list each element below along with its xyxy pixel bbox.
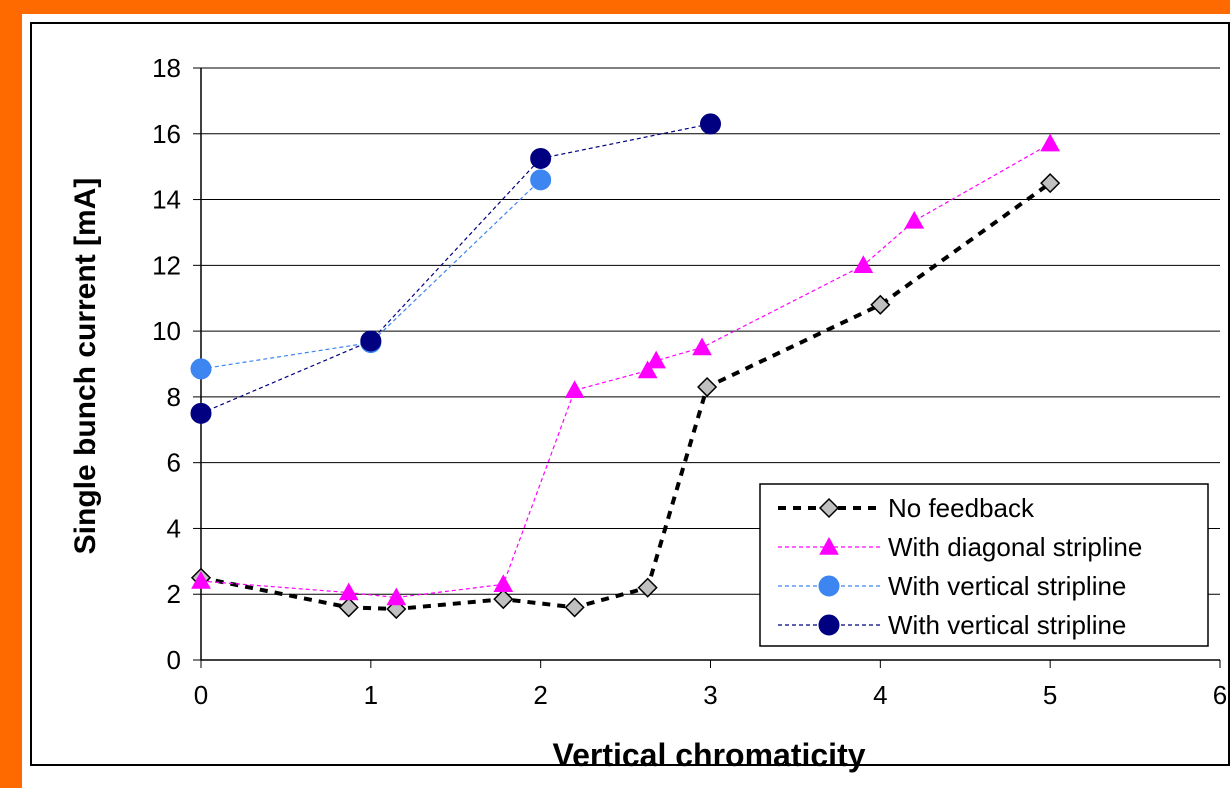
series-line xyxy=(200,123,711,414)
data-point xyxy=(637,577,658,598)
data-point xyxy=(646,350,667,369)
y-tick-label: 18 xyxy=(152,53,181,83)
legend-label: With vertical stripline xyxy=(888,571,1126,601)
series xyxy=(190,113,1061,620)
data-point xyxy=(360,330,382,352)
legend-marker xyxy=(818,614,840,636)
data-point xyxy=(493,589,514,610)
y-tick-label: 14 xyxy=(152,185,181,215)
legend: No feedback With diagonal stripline With v… xyxy=(759,483,1209,647)
x-tick-label: 0 xyxy=(194,680,208,710)
y-tick-label: 10 xyxy=(152,316,181,346)
data-point xyxy=(338,582,359,601)
data-point xyxy=(904,210,925,229)
data-point xyxy=(564,380,585,399)
data-point xyxy=(191,571,211,589)
series-group xyxy=(190,113,721,424)
data-point xyxy=(530,169,552,191)
legend-label: With diagonal stripline xyxy=(888,532,1142,562)
x-tick-label: 1 xyxy=(364,680,378,710)
y-tick-label: 16 xyxy=(152,119,181,149)
x-tick-label: 6 xyxy=(1213,680,1227,710)
y-tick-label: 2 xyxy=(167,579,181,609)
legend-marker xyxy=(819,536,839,555)
data-point xyxy=(1040,133,1061,152)
series-group xyxy=(191,133,1061,606)
x-tick-label: 4 xyxy=(873,680,887,710)
x-axis-label: Vertical chromaticity xyxy=(552,737,865,773)
legend-label: No feedback xyxy=(888,493,1035,523)
data-point xyxy=(1040,173,1061,194)
data-point xyxy=(700,113,721,135)
data-point xyxy=(697,376,718,398)
data-point xyxy=(692,337,712,356)
data-point xyxy=(190,358,212,380)
legend-label: With vertical stripline xyxy=(888,610,1126,640)
y-tick-label: 12 xyxy=(152,250,181,280)
data-point xyxy=(493,574,514,593)
data-point xyxy=(530,147,552,169)
data-point xyxy=(564,597,585,618)
data-point xyxy=(190,402,212,424)
x-tick-label: 2 xyxy=(533,680,547,710)
y-tick-label: 6 xyxy=(167,448,181,478)
legend-marker xyxy=(818,497,840,519)
data-point xyxy=(637,360,658,379)
series-line xyxy=(200,143,1051,599)
x-tick-label: 3 xyxy=(703,680,717,710)
legend-marker xyxy=(818,575,840,597)
x-tick-label: 5 xyxy=(1043,680,1057,710)
y-tick-label: 0 xyxy=(167,645,181,675)
y-tick-label: 8 xyxy=(167,382,181,412)
data-point xyxy=(386,587,407,606)
data-point xyxy=(853,255,874,274)
data-point xyxy=(338,597,359,618)
y-tick-label: 4 xyxy=(167,513,181,543)
chart-frame xyxy=(22,14,1230,788)
y-axis-label: Single bunch current [mA] xyxy=(69,178,102,555)
data-point xyxy=(870,294,891,315)
